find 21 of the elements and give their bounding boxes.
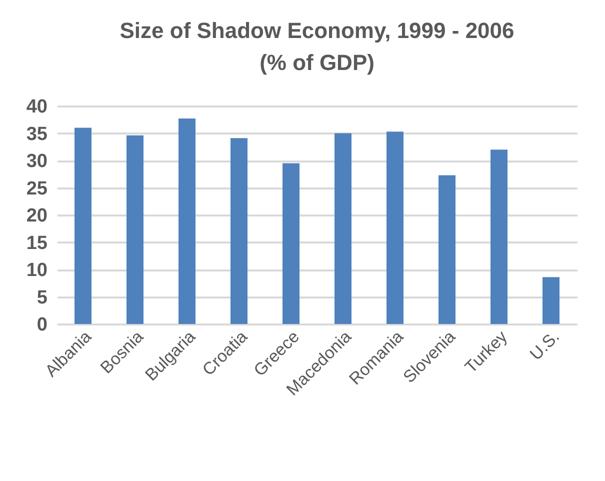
y-tick-label: 5 <box>36 287 48 308</box>
y-tick-label: 10 <box>26 260 48 281</box>
bar <box>542 277 560 324</box>
bar <box>126 135 144 324</box>
bar <box>230 138 248 324</box>
bar <box>282 163 300 324</box>
y-tick-label: 0 <box>36 314 48 336</box>
bar <box>490 150 508 324</box>
y-tick-label: 35 <box>26 124 48 145</box>
bar <box>334 133 352 324</box>
y-tick-label: 15 <box>26 232 48 254</box>
y-tick-label: 40 <box>26 96 48 118</box>
chart-title: Size of Shadow Economy, 1999 - 2006 (% of GDP) <box>120 18 514 75</box>
y-tick-label: 20 <box>26 206 48 226</box>
x-tick-label: U.S. <box>526 327 564 364</box>
bar <box>74 128 92 324</box>
y-tick-label: 30 <box>26 151 48 172</box>
bar <box>438 175 456 324</box>
bar <box>178 118 196 324</box>
bar <box>386 132 404 324</box>
y-tick-label: 25 <box>26 178 48 200</box>
